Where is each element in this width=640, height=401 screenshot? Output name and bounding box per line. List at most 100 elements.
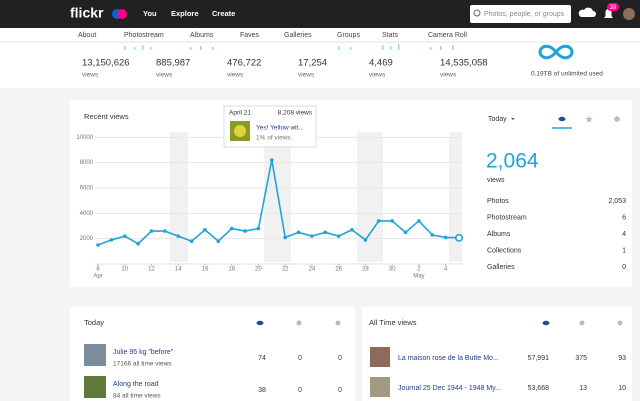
photo-title[interactable]: Julie 95 kg "before" [113,349,174,356]
point[interactable] [122,234,127,238]
point[interactable] [454,233,463,242]
total-value: 476,722 [227,58,261,69]
x-tick-label: 30 [389,267,396,273]
month-label: May [413,274,424,280]
photo-title[interactable]: Along the road [113,381,159,388]
tabs [552,115,620,129]
subnav-link[interactable]: Stats [382,32,398,39]
x-tick-label: 18 [228,267,235,273]
search-icon [473,9,481,17]
point[interactable] [270,158,274,162]
panel-label: Albums [487,231,511,238]
caret [511,118,515,120]
point[interactable] [229,226,234,231]
tooltip-photo[interactable]: Yes! Yellow wit... [256,125,304,132]
y-tick-label: 8000 [80,160,94,166]
point[interactable] [163,229,167,233]
point[interactable] [403,230,408,235]
star-tab[interactable] [585,115,593,123]
point[interactable] [336,234,341,238]
point[interactable] [136,241,140,246]
x-tick-label: 16 [202,267,209,273]
subnav-link[interactable]: Albums [190,32,214,39]
panel-rows: Photos 2,053 Photostream 6 Albums 4 Collection… [487,198,626,271]
point[interactable] [149,229,154,233]
nav-link[interactable]: Create [212,9,235,18]
line [97,159,460,246]
column-icons [256,320,623,326]
tooltip-thumb-detail [234,125,246,137]
photo-title[interactable]: Journal 25 Dec 1944 - 1948 My... [398,385,501,392]
subnav-link[interactable]: Photostream [124,32,164,39]
cell-views: 57,991 [528,355,550,362]
x-tick-label: 8 [96,267,100,273]
point[interactable] [216,239,221,243]
avatar[interactable] [623,8,635,20]
total-value: 885,987 [156,58,190,69]
cell-views: 74 [258,355,266,362]
point[interactable] [296,230,301,235]
point[interactable] [376,219,381,223]
y-tick-label: 6000 [80,186,94,192]
upload-icon[interactable] [578,7,596,17]
comment-tab[interactable] [614,116,620,122]
card [362,307,632,401]
thumbnails [84,344,390,398]
point[interactable] [256,226,261,231]
point[interactable] [310,234,314,238]
eye-tab[interactable] [558,116,566,122]
x-tick-label: 14 [175,267,182,273]
point[interactable] [323,230,328,235]
point[interactable] [363,238,368,242]
period-select[interactable]: Today [488,116,507,123]
subnav-link[interactable]: Groups [337,32,360,39]
point[interactable] [176,234,181,238]
total-unit: views [440,72,457,79]
point[interactable] [390,219,394,223]
point[interactable] [443,235,448,240]
total-unit: views [156,72,173,79]
subnav-link[interactable]: Camera Roll [428,32,467,39]
search-box[interactable] [470,5,571,23]
infinity-icon [538,44,574,60]
badge-count: 39 [610,5,617,11]
cell-comments: 10 [618,385,626,392]
y-tick-label: 10000 [76,135,93,141]
logo[interactable]: flickr [70,5,104,21]
point[interactable] [350,228,354,232]
point[interactable] [283,235,287,240]
nav-link[interactable]: You [143,9,157,18]
logo-dot [117,9,127,19]
point[interactable] [189,239,194,243]
point[interactable] [243,229,247,233]
total-unit: views [369,72,386,79]
cell-comments: 93 [618,355,626,362]
photo-subtitle: 84 all time views [113,393,161,400]
x-tick-label: 26 [335,267,342,273]
point[interactable] [203,228,207,232]
point[interactable] [417,219,421,223]
cell-comments: 0 [338,355,342,362]
card-title: All Time views [369,318,417,327]
panel-value: 1 [622,247,626,254]
photo-title[interactable]: La maison rose de la Butte Mo... [398,355,499,362]
subnav-link[interactable]: Faves [240,32,260,39]
badge [607,3,619,11]
panel-label: Galleries [487,264,515,271]
bell-icon[interactable] [604,9,613,18]
nav-link[interactable]: Explore [171,9,199,18]
point[interactable] [430,233,435,237]
point[interactable] [96,243,100,247]
total-unit: views [298,72,315,79]
panel-value: 0 [622,264,626,271]
subnav-link[interactable]: Galleries [284,32,312,39]
x-tick-label: 10 [121,267,128,273]
subnav-link[interactable]: About [78,32,96,39]
today-views: 2,064 [486,150,539,173]
tooltip-date: April 21 [229,110,251,117]
y-tick-label: 2000 [80,236,94,242]
point[interactable] [109,238,114,242]
panel-value: 2,053 [608,198,626,205]
